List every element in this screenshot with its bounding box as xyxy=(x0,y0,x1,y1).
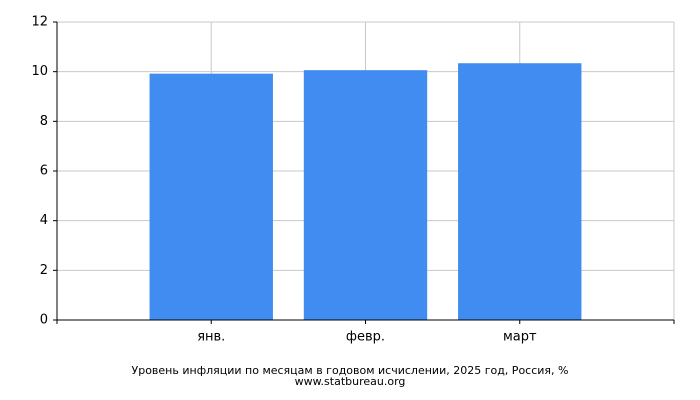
y-tick-label: 2 xyxy=(40,263,48,278)
chart-source: www.statbureau.org xyxy=(295,375,406,388)
y-tick-label: 0 xyxy=(40,313,48,328)
y-tick-label: 12 xyxy=(31,15,48,30)
bar xyxy=(303,70,428,320)
bar xyxy=(458,63,582,321)
x-tick-label: февр. xyxy=(346,330,385,345)
y-tick-label: 6 xyxy=(40,164,48,179)
x-tick-label: янв. xyxy=(197,330,225,345)
y-tick-label: 8 xyxy=(40,114,48,129)
bar xyxy=(149,73,273,320)
y-tick-label: 4 xyxy=(40,213,48,228)
chart-title: Уровень инфляции по месяцам в годовом ис… xyxy=(132,364,569,377)
y-tick-label: 10 xyxy=(31,64,48,79)
x-tick-label: март xyxy=(503,330,537,345)
